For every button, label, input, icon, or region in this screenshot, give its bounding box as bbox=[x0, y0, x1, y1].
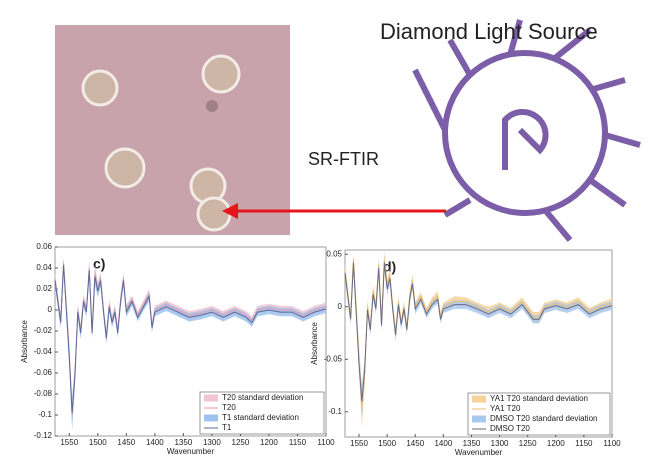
x-tick-label: 1200 bbox=[547, 439, 565, 448]
legend-swatch bbox=[204, 394, 218, 402]
y-tick-label: 0.05 bbox=[326, 249, 342, 258]
y-tick-label: -0.1 bbox=[38, 410, 52, 419]
x-tick-label: 1400 bbox=[434, 439, 452, 448]
legend-label: DMSO T20 bbox=[490, 424, 530, 433]
x-tick-label: 1300 bbox=[203, 438, 221, 447]
legend-label: DMSO T20 standard deviation bbox=[490, 414, 597, 423]
y-axis-label: Absorbance bbox=[20, 320, 29, 363]
panel-label: d) bbox=[383, 259, 396, 275]
x-tick-label: 1400 bbox=[146, 438, 164, 447]
y-tick-label: 0 bbox=[48, 305, 53, 314]
legend-label: T1 standard deviation bbox=[222, 413, 299, 422]
charts: -0.12 -0.1 -0.08 -0.06 -0.04 -0.02 0 0.02 0.04 0.… bbox=[20, 242, 621, 457]
y-tick-label: 0.04 bbox=[36, 263, 52, 272]
legend-box bbox=[467, 392, 611, 436]
x-tick-label: 1450 bbox=[117, 438, 135, 447]
x-tick-label: 1450 bbox=[406, 439, 424, 448]
x-tick-label: 1550 bbox=[350, 439, 368, 448]
x-tick-label: 1300 bbox=[491, 439, 509, 448]
legend-label: YA1 T20 bbox=[490, 404, 521, 413]
x-tick-label: 1350 bbox=[174, 438, 192, 447]
series-line bbox=[344, 262, 613, 402]
x-tick-label: 1150 bbox=[575, 439, 593, 448]
y-tick-label: -0.08 bbox=[34, 389, 53, 398]
technique-label: SR-FTIR bbox=[308, 149, 379, 169]
logo bbox=[412, 19, 641, 242]
legend-box bbox=[199, 391, 325, 435]
x-tick-label: 1100 bbox=[603, 439, 621, 448]
panel-label: c) bbox=[93, 256, 105, 272]
x-tick-label: 1350 bbox=[463, 439, 481, 448]
x-tick-label: 1500 bbox=[89, 438, 107, 447]
series-line bbox=[54, 264, 327, 413]
legend-label: T20 bbox=[222, 403, 236, 412]
x-axis-label: Wavenumber bbox=[167, 447, 215, 456]
y-tick-label: -0.1 bbox=[328, 407, 342, 416]
legend-label: T20 standard deviation bbox=[222, 393, 303, 402]
x-tick-label: 1550 bbox=[60, 438, 78, 447]
x-tick-label: 1250 bbox=[232, 438, 250, 447]
legend-label: T1 bbox=[222, 423, 232, 432]
logo-text: Diamond Light Source bbox=[380, 19, 598, 44]
y-tick-label: -0.02 bbox=[34, 326, 53, 335]
y-tick-label: 0.06 bbox=[36, 242, 52, 251]
y-axis-label: Absorbance bbox=[310, 322, 319, 365]
micrograph bbox=[55, 25, 290, 235]
x-axis-label: Wavenumber bbox=[455, 448, 503, 457]
x-tick-label: 1200 bbox=[260, 438, 278, 447]
y-tick-label: 0.02 bbox=[36, 284, 52, 293]
x-tick-label: 1500 bbox=[378, 439, 396, 448]
y-tick-label: -0.05 bbox=[324, 354, 343, 363]
legend-swatch bbox=[472, 415, 486, 423]
y-tick-label: -0.06 bbox=[34, 368, 53, 377]
legend-swatch bbox=[204, 414, 218, 422]
legend-swatch bbox=[472, 395, 486, 403]
x-tick-label: 1100 bbox=[317, 438, 335, 447]
y-tick-label: 0 bbox=[338, 302, 343, 311]
x-tick-label: 1250 bbox=[519, 439, 537, 448]
legend-label: YA1 T20 standard deviation bbox=[490, 394, 588, 403]
y-tick-label: -0.04 bbox=[34, 347, 53, 356]
y-tick-label: -0.12 bbox=[34, 431, 53, 440]
arrow bbox=[222, 203, 446, 219]
x-tick-label: 1150 bbox=[289, 438, 307, 447]
